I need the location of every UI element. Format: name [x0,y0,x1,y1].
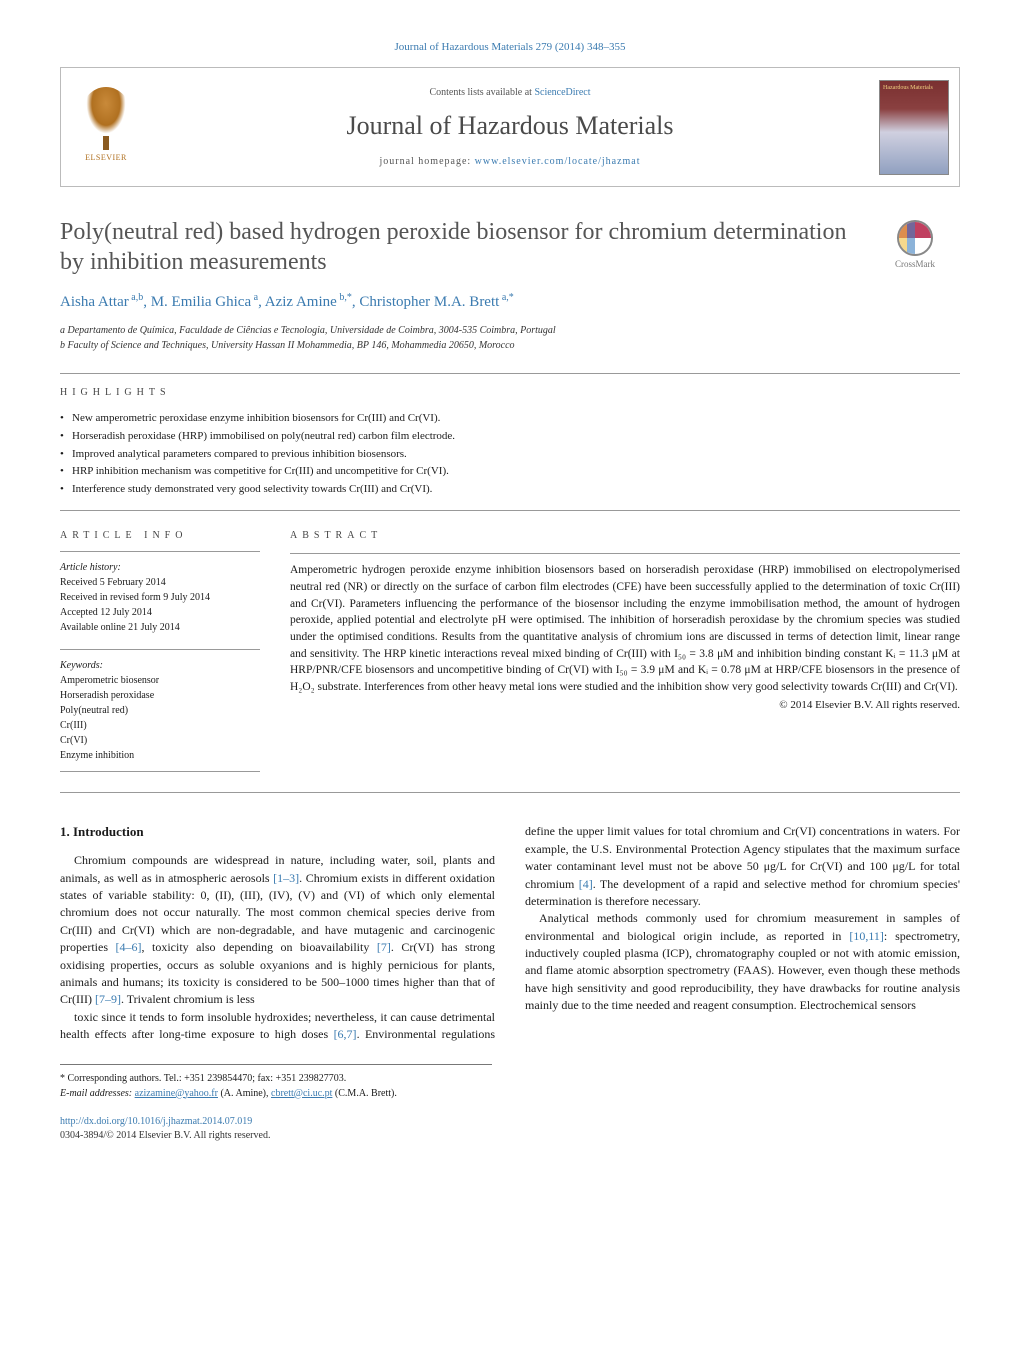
history-received: Received 5 February 2014 [60,575,260,590]
highlights-list: New amperometric peroxidase enzyme inhib… [60,410,960,498]
highlight-item: Improved analytical parameters compared … [60,446,960,464]
doi-block: http://dx.doi.org/10.1016/j.jhazmat.2014… [60,1115,960,1143]
ref-link[interactable]: [1–3] [273,871,299,885]
introduction-section: 1. Introduction Chromium compounds are w… [60,823,960,1043]
corresponding-line: * Corresponding authors. Tel.: +351 2398… [60,1071,492,1086]
title-text: Poly(neutral red) based hydrogen peroxid… [60,219,846,275]
homepage-prefix: journal homepage: [379,156,474,167]
article-info-label: ARTICLE INFO [60,529,260,543]
keyword-item: Horseradish peroxidase [60,688,260,703]
keyword-item: Enzyme inhibition [60,748,260,763]
cover-text: Hazardous Materials [883,85,933,91]
homepage-link[interactable]: www.elsevier.com/locate/jhazmat [475,156,641,167]
journal-name: Journal of Hazardous Materials [346,108,673,144]
highlights-section: HIGHLIGHTS New amperometric peroxidase e… [60,386,960,498]
highlight-item: Horseradish peroxidase (HRP) immobilised… [60,428,960,446]
highlight-item: HRP inhibition mechanism was competitive… [60,463,960,481]
keyword-item: Cr(VI) [60,733,260,748]
journal-cover-thumb: Hazardous Materials [879,80,949,175]
ref-link[interactable]: [7] [377,940,391,954]
publisher-logo-cell: ELSEVIER [61,68,151,186]
elsevier-tree-icon [81,87,131,142]
divider [60,792,960,793]
journal-header: ELSEVIER Contents lists available at Sci… [60,67,960,187]
authors-line: Aisha Attar a,b, M. Emilia Ghica a, Aziz… [60,291,960,313]
article-history: Article history: Received 5 February 201… [60,551,260,635]
journal-reference: Journal of Hazardous Materials 279 (2014… [60,40,960,55]
affiliations: a Departamento de Química, Faculdade de … [60,323,960,353]
header-center: Contents lists available at ScienceDirec… [151,68,869,186]
elsevier-logo: ELSEVIER [71,87,141,167]
history-label: Article history: [60,560,260,575]
contents-prefix: Contents lists available at [429,87,534,98]
intro-paragraph: Analytical methods commonly used for chr… [525,910,960,1014]
info-abstract-row: ARTICLE INFO Article history: Received 5… [60,529,960,772]
history-online: Available online 21 July 2014 [60,620,260,635]
keywords-block: Keywords: Amperometric biosensorHorserad… [60,649,260,772]
crossmark-label: CrossMark [895,259,935,270]
crossmark-icon [897,220,933,256]
email-who-1: (A. Amine), [218,1088,271,1099]
history-accepted: Accepted 12 July 2014 [60,605,260,620]
email-label: E-mail addresses: [60,1088,135,1099]
ref-link[interactable]: [4] [579,877,593,891]
intro-heading: 1. Introduction [60,823,495,842]
ref-link[interactable]: [10,11] [849,929,884,943]
keywords-list: Amperometric biosensorHorseradish peroxi… [60,673,260,763]
keyword-item: Amperometric biosensor [60,673,260,688]
doi-link[interactable]: http://dx.doi.org/10.1016/j.jhazmat.2014… [60,1116,252,1127]
abstract-col: ABSTRACT Amperometric hydrogen peroxide … [290,529,960,772]
sciencedirect-link[interactable]: ScienceDirect [534,87,590,98]
abstract-text: Amperometric hydrogen peroxide enzyme in… [290,553,960,695]
ref-link[interactable]: [7–9] [95,992,121,1006]
article-title: Poly(neutral red) based hydrogen peroxid… [60,217,960,277]
ref-link[interactable]: [6,7] [334,1027,357,1041]
email-who-2: (C.M.A. Brett). [332,1088,396,1099]
elsevier-text: ELSEVIER [85,152,127,163]
ref-link[interactable]: [4–6] [116,940,142,954]
copyright-line: © 2014 Elsevier B.V. All rights reserved… [290,698,960,713]
affiliation-b: b Faculty of Science and Techniques, Uni… [60,338,960,353]
article-info-col: ARTICLE INFO Article history: Received 5… [60,529,260,772]
history-revised: Received in revised form 9 July 2014 [60,590,260,605]
highlights-label: HIGHLIGHTS [60,386,960,400]
contents-available-line: Contents lists available at ScienceDirec… [429,86,590,100]
crossmark-badge[interactable]: CrossMark [870,217,960,272]
divider [60,510,960,511]
issn-copyright: 0304-3894/© 2014 Elsevier B.V. All right… [60,1130,270,1141]
journal-cover-cell: Hazardous Materials [869,68,959,186]
intro-paragraph: Chromium compounds are widespread in nat… [60,852,495,1009]
highlight-item: Interference study demonstrated very goo… [60,481,960,499]
email-line: E-mail addresses: azizamine@yahoo.fr (A.… [60,1086,492,1101]
homepage-line: journal homepage: www.elsevier.com/locat… [379,155,640,169]
keyword-item: Poly(neutral red) [60,703,260,718]
abstract-label: ABSTRACT [290,529,960,543]
keyword-item: Cr(III) [60,718,260,733]
keywords-label: Keywords: [60,658,260,673]
email-link-1[interactable]: azizamine@yahoo.fr [135,1088,218,1099]
divider [60,373,960,374]
affiliation-a: a Departamento de Química, Faculdade de … [60,323,960,338]
corresponding-footnote: * Corresponding authors. Tel.: +351 2398… [60,1064,492,1101]
highlight-item: New amperometric peroxidase enzyme inhib… [60,410,960,428]
email-link-2[interactable]: cbrett@ci.uc.pt [271,1088,332,1099]
